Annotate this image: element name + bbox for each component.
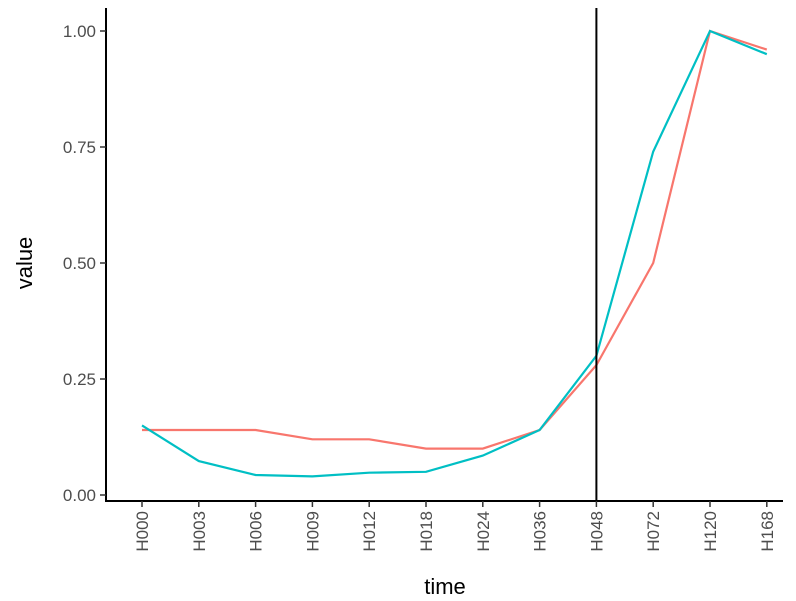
x-axis-ticks: H000 H003 H006 H009 H012 H018 H024 H036 H048 H072…	[133, 501, 777, 552]
x-tick-label: H048	[587, 511, 606, 552]
x-tick-label: H120	[701, 511, 720, 552]
x-tick-label: H009	[303, 511, 322, 552]
series-layer	[141, 29, 768, 478]
y-tick-label: 1.00	[63, 22, 96, 41]
x-tick-label: H168	[758, 511, 777, 552]
y-tick-label: 0.25	[63, 370, 96, 389]
y-tick-label: 0.50	[63, 254, 96, 273]
y-axis-title: value	[12, 237, 37, 290]
x-tick-label: H036	[531, 511, 550, 552]
y-axis-ticks: 0.00 0.25 0.50 0.75 1.00	[63, 22, 106, 505]
x-axis-title: time	[424, 574, 466, 599]
series-line-1	[142, 29, 768, 450]
x-tick-label: H012	[360, 511, 379, 552]
y-tick-label: 0.00	[63, 486, 96, 505]
x-tick-label: H018	[417, 511, 436, 552]
x-tick-label: H000	[133, 511, 152, 552]
series-line-2	[141, 29, 768, 478]
y-tick-label: 0.75	[63, 138, 96, 157]
x-tick-label: H072	[644, 511, 663, 552]
x-tick-label: H024	[474, 511, 493, 552]
x-tick-label: H006	[247, 511, 266, 552]
x-tick-label: H003	[190, 511, 209, 552]
